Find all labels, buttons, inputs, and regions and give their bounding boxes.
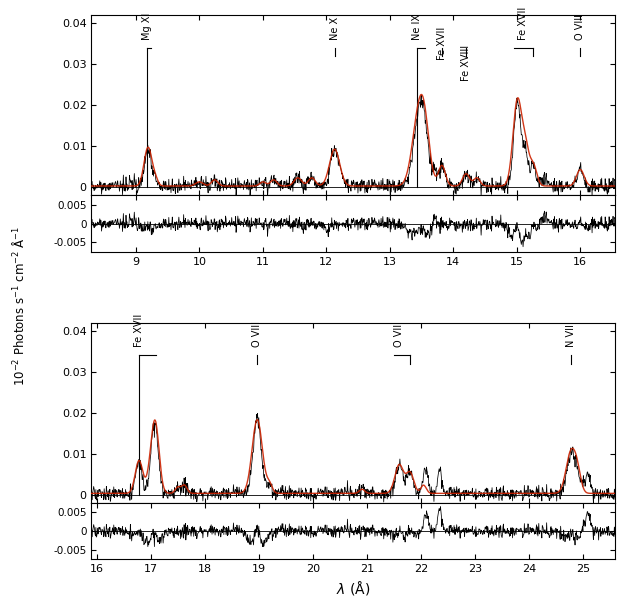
Text: O VIII: O VIII <box>575 14 586 40</box>
Text: Ne IX: Ne IX <box>412 14 422 40</box>
X-axis label: $\lambda$ (Å): $\lambda$ (Å) <box>336 579 370 598</box>
Text: $10^{-2}$ Photons s$^{-1}$ cm$^{-2}$ Å$^{-1}$: $10^{-2}$ Photons s$^{-1}$ cm$^{-2}$ Å$^… <box>11 225 27 386</box>
Text: Fe XVII: Fe XVII <box>437 27 447 60</box>
Text: Fe XVIII: Fe XVIII <box>461 45 471 81</box>
Text: O VII: O VII <box>394 324 404 347</box>
Text: N VII: N VII <box>566 324 576 347</box>
Text: Fe XVII: Fe XVII <box>134 314 144 347</box>
Text: Mg XI: Mg XI <box>142 13 151 40</box>
Text: O VIII: O VIII <box>252 321 262 347</box>
Text: Fe XVII: Fe XVII <box>518 7 528 40</box>
Text: Ne X: Ne X <box>329 16 339 40</box>
